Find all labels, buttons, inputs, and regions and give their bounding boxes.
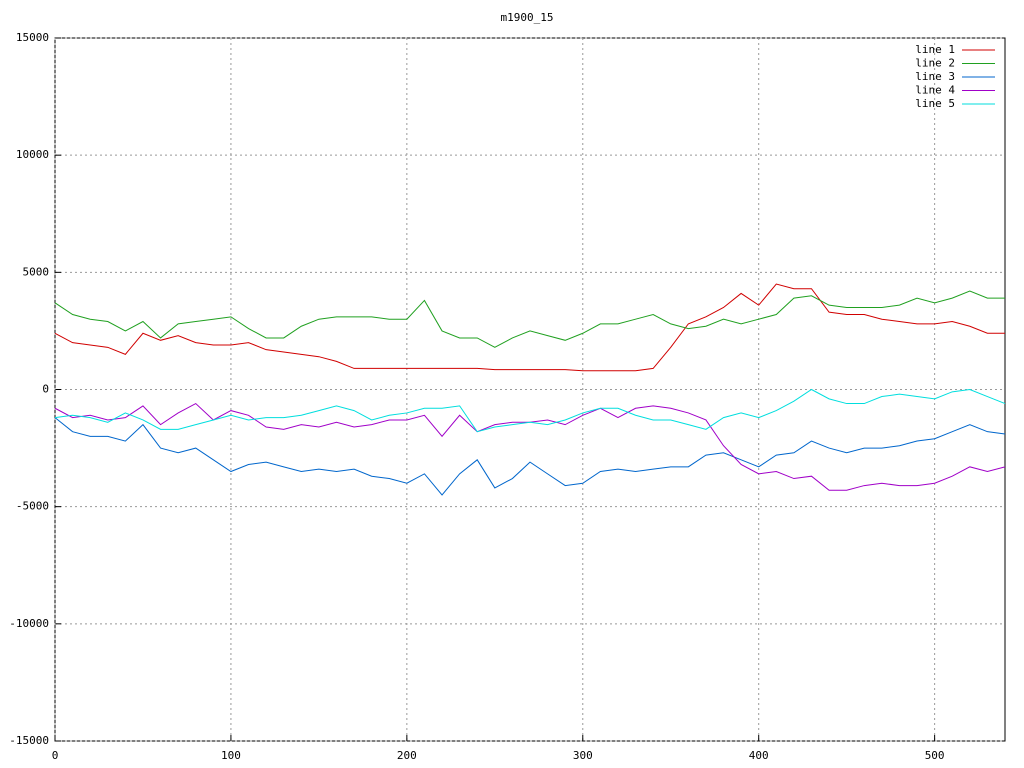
x-tick-label: 500 — [925, 749, 945, 762]
x-tick-label: 200 — [397, 749, 417, 762]
legend-label: line 4 — [915, 84, 955, 97]
y-tick-label: 15000 — [16, 31, 49, 44]
series-line — [54, 290, 1005, 348]
series-line — [54, 417, 1006, 496]
series-line — [54, 283, 1005, 372]
y-tick-label: -15000 — [9, 734, 49, 747]
legend-label: line 1 — [915, 43, 955, 56]
y-tick-label: -5000 — [16, 500, 49, 513]
series-line — [54, 388, 1006, 433]
y-tick-label: 5000 — [23, 265, 50, 278]
x-tick-label: 400 — [749, 749, 769, 762]
series-line — [54, 402, 1006, 491]
y-tick-label: 0 — [42, 383, 49, 396]
legend-label: line 5 — [915, 97, 955, 110]
x-tick-label: 300 — [573, 749, 593, 762]
x-tick-label: 100 — [221, 749, 241, 762]
y-tick-label: -10000 — [9, 617, 49, 630]
legend-label: line 2 — [915, 57, 955, 70]
x-tick-label: 0 — [52, 749, 59, 762]
chart-title: m1900_15 — [501, 11, 554, 24]
y-tick-label: 10000 — [16, 148, 49, 161]
legend-label: line 3 — [915, 70, 955, 83]
